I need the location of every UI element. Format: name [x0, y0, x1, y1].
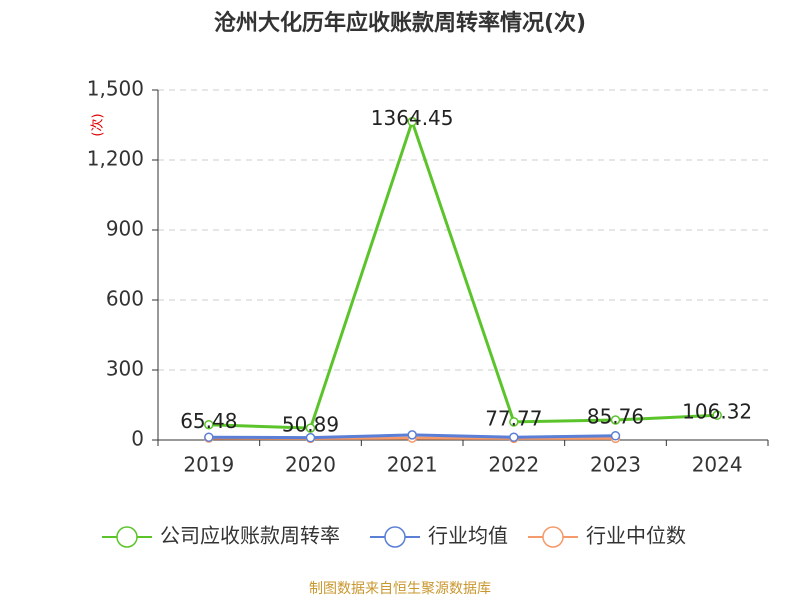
legend-item: 公司应收账款周转率 [102, 524, 340, 548]
data-label: 77.77 [485, 406, 542, 430]
point [610, 431, 621, 441]
x-tick-label: 2024 [692, 453, 743, 477]
legend-label: 公司应收账款周转率 [160, 524, 340, 548]
source: 制图数据来自恒生聚源数据库 [309, 581, 491, 597]
x-tick-label: 2023 [590, 453, 641, 477]
x-tick-label: 2019 [183, 453, 234, 477]
point [509, 417, 519, 427]
data-label: 106.32 [682, 400, 752, 424]
x-tick-label: 2020 [285, 453, 336, 477]
point [305, 423, 316, 433]
y-axis-label: (次) [90, 113, 106, 136]
y-tick-label: 300 [106, 357, 144, 381]
data-label: 85.76 [587, 404, 644, 428]
point [712, 410, 722, 420]
legend-marker [542, 526, 564, 548]
y-tick-label: 1,500 [87, 77, 144, 101]
chart-title: 沧州大化历年应收账款周转率情况(次) [214, 10, 586, 36]
point [610, 415, 621, 425]
legend-marker [384, 526, 406, 548]
data-label: 1364.45 [371, 106, 454, 130]
y-tick-label: 600 [106, 287, 144, 311]
legend-item: 行业中位数 [528, 524, 686, 548]
x-tick-label: 2021 [387, 453, 438, 477]
legend-marker [116, 526, 138, 548]
point [509, 432, 519, 442]
point [204, 419, 214, 430]
x-tick-label: 2022 [488, 453, 539, 477]
legend-item: 行业均值 [370, 524, 508, 548]
legend-label: 行业中位数 [586, 524, 686, 548]
data-label: 50.89 [282, 413, 339, 437]
point [204, 432, 214, 442]
y-tick-label: 900 [106, 217, 144, 241]
point [305, 432, 316, 443]
point [407, 116, 417, 127]
data-label: 65.48 [180, 409, 237, 433]
point [407, 430, 417, 440]
y-tick-label: 1,200 [87, 147, 144, 171]
legend-label: 行业均值 [428, 524, 508, 548]
y-tick-label: 0 [131, 427, 144, 451]
series-line [208, 116, 718, 430]
